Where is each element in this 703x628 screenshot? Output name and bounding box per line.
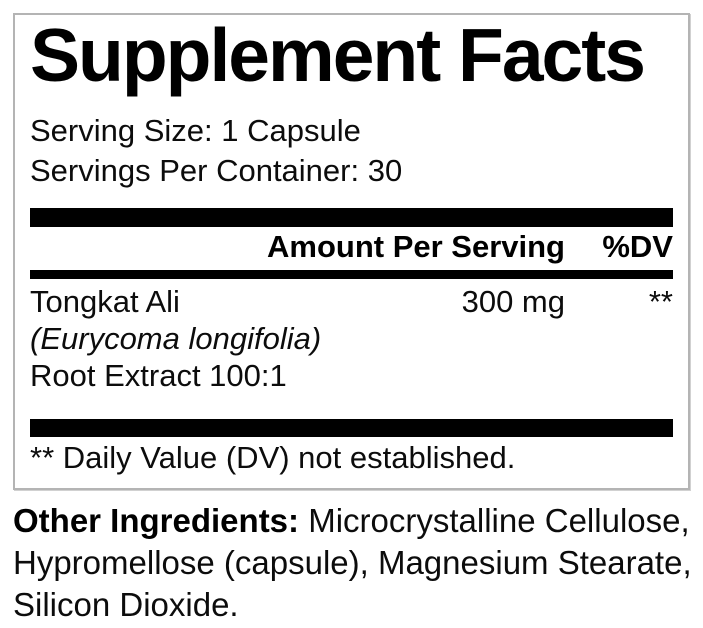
other-ingredients-label: Other Ingredients:: [13, 502, 300, 539]
ingredient-dv: **: [648, 284, 673, 319]
serving-info: Serving Size: 1 Capsule Servings Per Con…: [30, 111, 673, 191]
percent-dv-header: %DV: [602, 229, 673, 264]
thin-divider-bar: [30, 270, 673, 279]
supplement-facts-panel: Supplement Facts Serving Size: 1 Capsule…: [13, 13, 690, 490]
column-header-row: Amount Per Serving %DV: [30, 231, 673, 262]
serving-size: Serving Size: 1 Capsule: [30, 113, 361, 148]
other-ingredients: Other Ingredients: Microcrystalline Cell…: [13, 500, 698, 626]
thick-divider-bar-bottom: [30, 419, 673, 437]
ingredient-name: Tongkat Ali: [30, 284, 180, 319]
servings-per-container: Servings Per Container: 30: [30, 153, 403, 188]
ingredient-extract-detail: Root Extract 100:1: [30, 358, 287, 393]
amount-per-serving-header: Amount Per Serving: [267, 229, 565, 264]
thick-divider-bar-top: [30, 208, 673, 227]
daily-value-footnote: ** Daily Value (DV) not established.: [30, 440, 516, 475]
ingredient-row: Tongkat Ali (Eurycoma longifolia) Root E…: [30, 283, 673, 394]
other-ingredients-text: Microcrystalline Cellulose, Hypromellose…: [13, 502, 692, 623]
ingredient-amount: 300 mg: [461, 284, 565, 319]
ingredient-latin-name: (Eurycoma longifolia): [30, 321, 322, 356]
panel-title: Supplement Facts: [30, 13, 646, 97]
ingredient-name-block: Tongkat Ali (Eurycoma longifolia) Root E…: [30, 283, 462, 394]
